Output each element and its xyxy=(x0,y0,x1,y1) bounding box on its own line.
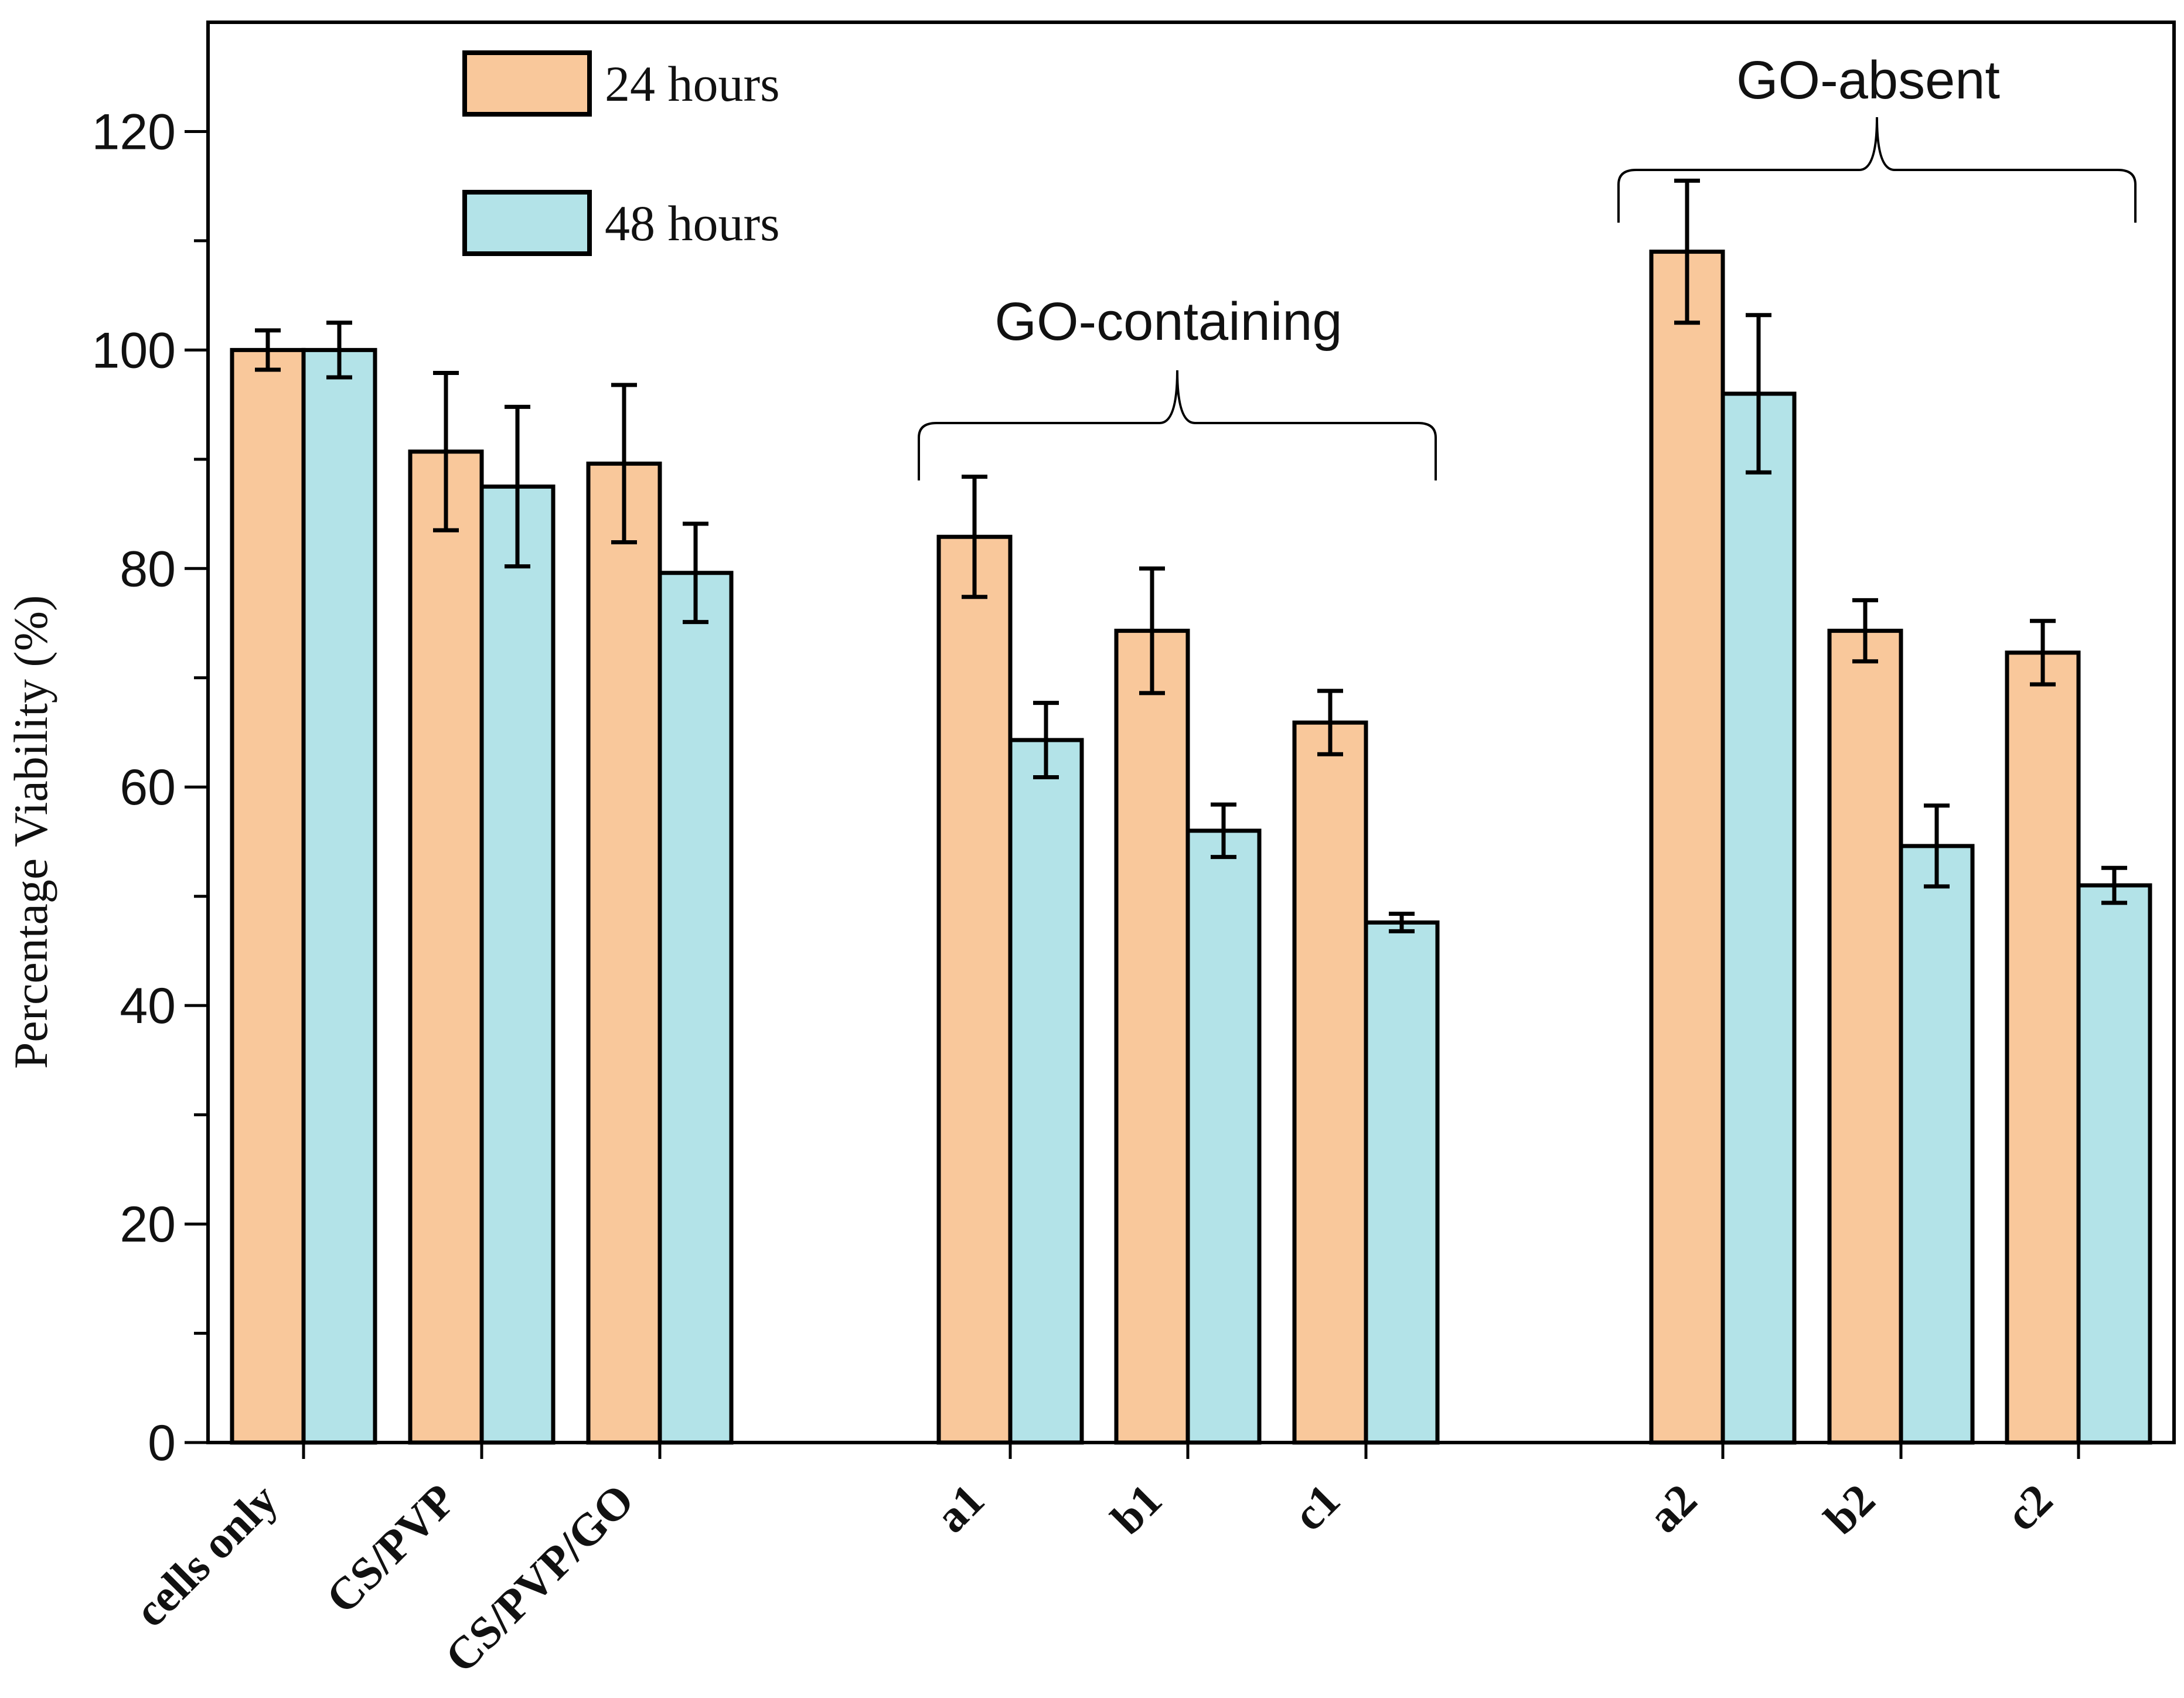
legend-label-48h: 48 hours xyxy=(605,195,780,251)
y-tick-label-40: 40 xyxy=(120,978,176,1034)
legend-swatch-48h xyxy=(462,190,592,256)
annotation-label-1: GO-containing xyxy=(994,292,1342,352)
bar-24h-9 xyxy=(2005,650,2081,1445)
x-tick-label-4: a1 xyxy=(925,1474,994,1543)
annotations-layer: GO-containing GO-absent xyxy=(918,50,2137,480)
y-tick-label-100: 100 xyxy=(92,322,176,379)
bar-24h-3 xyxy=(586,461,662,1445)
bar-48h-1 xyxy=(301,347,377,1445)
bars-layer xyxy=(230,250,2152,1445)
bar-24h-1 xyxy=(230,347,306,1445)
legend-swatch-24h xyxy=(462,50,592,117)
x-tick-label-9: c2 xyxy=(1995,1474,2062,1541)
x-tick-label-7: a2 xyxy=(1638,1474,1706,1543)
y-tick-label-20: 20 xyxy=(120,1196,176,1253)
x-tick-label-2: CS/PVP xyxy=(316,1474,465,1624)
y-tick-label-80: 80 xyxy=(120,541,176,597)
x-tick-label-1: cells only xyxy=(124,1474,287,1637)
bar-24h-6 xyxy=(1292,720,1368,1445)
plot-frame xyxy=(206,21,2176,1444)
bar-24h-5 xyxy=(1114,629,1190,1445)
y-tick-label-120: 120 xyxy=(92,104,176,160)
bar-48h-6 xyxy=(1364,920,1440,1445)
annotation-brace-2 xyxy=(1617,117,2137,223)
x-tick-label-6: c1 xyxy=(1283,1474,1350,1541)
bar-24h-4 xyxy=(936,534,1013,1445)
annotation-brace-1 xyxy=(918,370,1437,480)
bar-48h-2 xyxy=(479,484,556,1445)
x-tick-label-5: b1 xyxy=(1101,1474,1171,1544)
x-tick-label-8: b2 xyxy=(1814,1474,1885,1544)
bar-24h-7 xyxy=(1649,250,1725,1445)
bar-24h-2 xyxy=(408,449,484,1445)
bar-48h-5 xyxy=(1185,828,1262,1445)
bar-48h-8 xyxy=(1899,844,1975,1445)
bar-48h-3 xyxy=(657,571,734,1445)
bar-48h-9 xyxy=(2076,883,2152,1445)
x-tick-label-3: CS/PVP/GO xyxy=(435,1474,643,1683)
y-tick-label-0: 0 xyxy=(148,1415,176,1471)
legend: 24 hours 48 hours xyxy=(462,50,780,256)
y-tick-label-60: 60 xyxy=(120,759,176,816)
bar-24h-8 xyxy=(1827,629,1903,1445)
bar-48h-7 xyxy=(1720,391,1797,1445)
bar-48h-4 xyxy=(1008,738,1084,1445)
y-axis-title: Percentage Viability (%) xyxy=(4,595,57,1069)
annotation-label-2: GO-absent xyxy=(1736,50,2000,110)
error-bars-layer xyxy=(255,178,2127,933)
legend-label-24h: 24 hours xyxy=(605,56,780,112)
